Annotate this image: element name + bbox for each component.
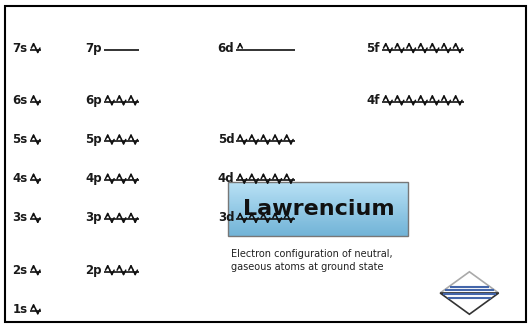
Text: 3s: 3s (13, 211, 28, 224)
Bar (228, 199, 408, 200)
Text: 5p: 5p (85, 133, 102, 146)
Bar (228, 190, 408, 191)
Bar (228, 214, 408, 215)
Text: 4p: 4p (85, 172, 102, 185)
Text: 4f: 4f (366, 94, 380, 107)
Bar (228, 223, 408, 224)
Bar (228, 213, 408, 214)
Text: 3p: 3p (85, 211, 102, 224)
Bar (228, 185, 408, 186)
Text: 6d: 6d (218, 42, 234, 54)
Text: 5f: 5f (366, 42, 380, 54)
Bar (228, 204, 408, 205)
Bar (228, 225, 408, 226)
Bar (228, 235, 408, 236)
Bar (228, 184, 408, 185)
Bar (228, 206, 408, 207)
Bar (228, 210, 408, 211)
Bar (228, 230, 408, 231)
Bar (228, 205, 408, 206)
Bar (228, 227, 408, 228)
Bar (228, 231, 408, 232)
Text: 4s: 4s (12, 172, 28, 185)
Bar (228, 217, 408, 218)
Text: 2s: 2s (13, 264, 28, 277)
Bar (228, 194, 408, 195)
Bar (228, 211, 408, 212)
Bar (228, 195, 408, 196)
Bar (228, 192, 408, 193)
Text: 3d: 3d (218, 211, 234, 224)
Text: Lawrencium: Lawrencium (243, 199, 395, 219)
Bar (228, 198, 408, 199)
Bar (228, 196, 408, 197)
Bar (228, 186, 408, 187)
Bar (228, 197, 408, 198)
Bar (228, 200, 408, 201)
Bar (228, 234, 408, 235)
Bar (228, 193, 408, 194)
Bar (228, 203, 408, 204)
Bar (228, 220, 408, 221)
Bar (228, 228, 408, 229)
Bar (228, 209, 408, 210)
Bar (228, 215, 408, 216)
Bar (228, 219, 408, 220)
Bar (228, 229, 408, 230)
Bar (228, 208, 408, 209)
Text: Electron configuration of neutral,
gaseous atoms at ground state: Electron configuration of neutral, gaseo… (231, 249, 393, 272)
Bar (228, 212, 408, 213)
Bar (228, 218, 408, 219)
Text: 5s: 5s (12, 133, 28, 146)
Bar (228, 182, 408, 183)
Bar (228, 221, 408, 222)
Bar (228, 226, 408, 227)
Bar (228, 232, 408, 233)
Text: 2p: 2p (85, 264, 102, 277)
Bar (228, 233, 408, 234)
Bar (228, 224, 408, 225)
Text: 6p: 6p (85, 94, 102, 107)
Text: 5d: 5d (218, 133, 234, 146)
Bar (228, 188, 408, 189)
Bar (228, 183, 408, 184)
Bar (228, 187, 408, 188)
Text: 6s: 6s (12, 94, 28, 107)
Bar (228, 222, 408, 223)
Bar (228, 202, 408, 203)
Bar (228, 189, 408, 190)
Text: 7s: 7s (13, 42, 28, 54)
Bar (228, 216, 408, 217)
Text: 1s: 1s (13, 303, 28, 316)
Bar (228, 182, 408, 236)
Text: 7p: 7p (85, 42, 102, 54)
Bar (228, 201, 408, 202)
Bar (228, 207, 408, 208)
Text: 4d: 4d (218, 172, 234, 185)
Bar (228, 191, 408, 192)
